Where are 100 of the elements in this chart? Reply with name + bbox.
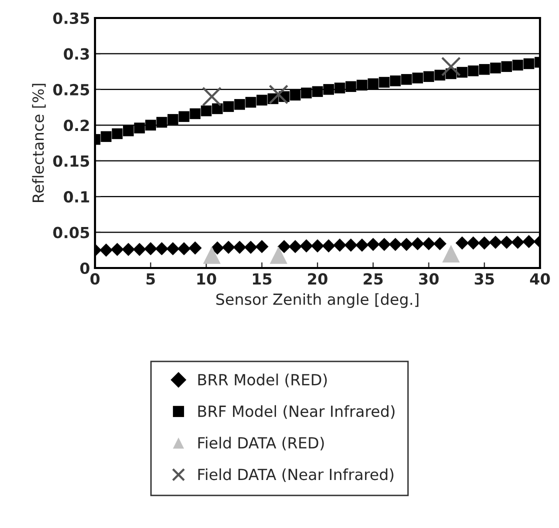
y-tick-label: 0.25	[53, 84, 90, 96]
point	[100, 131, 112, 142]
point	[200, 105, 212, 116]
point	[433, 237, 446, 250]
point	[256, 94, 268, 106]
point	[190, 108, 201, 120]
point	[222, 240, 236, 254]
point	[478, 236, 491, 250]
legend-label: BRR Model (RED)	[198, 374, 327, 388]
point	[167, 114, 178, 125]
point	[132, 242, 146, 256]
point	[411, 237, 424, 250]
point	[270, 246, 288, 264]
point	[145, 120, 156, 131]
point	[456, 66, 468, 78]
point	[122, 125, 134, 136]
point	[511, 236, 524, 249]
y-axis-title: Reflectance [%]	[32, 84, 46, 202]
point	[178, 111, 190, 122]
point	[244, 240, 258, 254]
point	[400, 238, 414, 252]
point	[500, 236, 514, 249]
point	[300, 239, 313, 252]
point	[390, 75, 401, 86]
point	[434, 70, 446, 81]
legend-label: BRF Model (Near Infrared)	[198, 405, 394, 419]
point	[490, 62, 501, 74]
y-tick-label: 0.1	[64, 191, 90, 203]
point	[134, 122, 145, 134]
x-tick-label: 25	[364, 273, 383, 285]
point	[441, 56, 461, 76]
point	[512, 60, 524, 71]
point	[188, 241, 202, 255]
point	[100, 244, 113, 257]
x-tick-label: 20	[308, 273, 328, 285]
point	[288, 240, 302, 254]
point	[233, 240, 246, 254]
point	[255, 240, 268, 254]
point	[334, 82, 346, 94]
point	[442, 244, 460, 262]
point	[523, 58, 534, 70]
y-tick-label: 0.35	[53, 12, 90, 24]
point	[356, 80, 368, 91]
point	[345, 81, 356, 92]
point	[366, 238, 380, 252]
point	[322, 239, 336, 252]
y-tick-label: 0.05	[53, 226, 90, 238]
point	[422, 237, 436, 250]
point	[401, 74, 412, 85]
point	[344, 238, 358, 252]
point	[501, 61, 512, 72]
y-tick-label: 0	[80, 262, 90, 274]
point	[378, 76, 390, 88]
point	[478, 64, 490, 75]
legend-label: Field DATA (RED)	[198, 436, 324, 450]
point	[202, 86, 222, 106]
y-tick-label: 0.2	[64, 120, 89, 132]
point	[378, 238, 391, 252]
legend-label: Field DATA (Near Infrared)	[198, 468, 394, 482]
point	[122, 242, 135, 256]
x-tick-label: 35	[474, 273, 494, 285]
point	[234, 99, 246, 110]
point	[144, 242, 158, 256]
point	[245, 96, 256, 108]
point	[203, 246, 221, 264]
point	[177, 242, 191, 256]
point	[522, 234, 536, 248]
point	[290, 90, 301, 101]
point	[423, 71, 434, 82]
point	[268, 84, 288, 104]
point	[300, 88, 312, 98]
point	[110, 242, 124, 256]
point	[278, 240, 291, 254]
point	[488, 236, 502, 249]
point	[310, 239, 324, 252]
point	[112, 128, 123, 140]
x-tick-label: 15	[252, 273, 272, 285]
x-tick-label: 0	[90, 273, 100, 285]
point	[412, 72, 424, 84]
point	[210, 241, 224, 255]
x-tick-label: 5	[146, 273, 155, 285]
point	[156, 116, 168, 128]
point	[223, 101, 234, 112]
y-tick-label: 0.3	[64, 48, 89, 60]
y-tick-label: 0.15	[53, 155, 90, 167]
point	[323, 84, 334, 95]
point	[166, 242, 180, 256]
point	[312, 86, 323, 97]
x-tick-label: 10	[197, 273, 216, 285]
point	[368, 78, 379, 90]
point	[468, 65, 479, 76]
point	[388, 238, 402, 252]
x-tick-label: 40	[530, 273, 550, 285]
point	[466, 236, 480, 250]
point	[355, 238, 369, 252]
x-tick-label: 30	[419, 273, 439, 285]
point	[333, 238, 346, 252]
point	[212, 103, 223, 114]
point	[155, 242, 168, 256]
x-axis-title: Sensor Zenith angle [deg.]	[216, 293, 418, 308]
